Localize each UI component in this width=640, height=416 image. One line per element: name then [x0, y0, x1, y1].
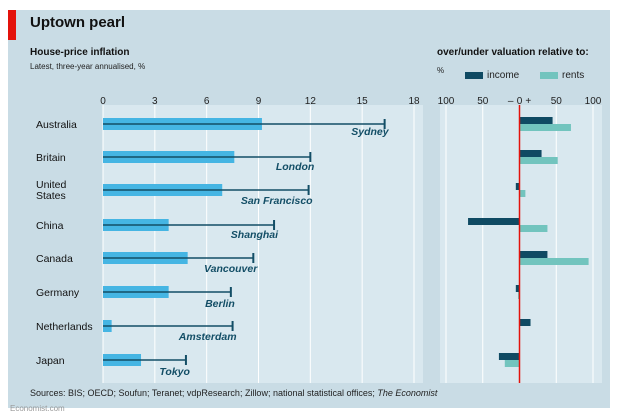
rents-bar [519, 124, 571, 131]
left-tick-label: 9 [256, 96, 262, 107]
city-label: Amsterdam [178, 331, 237, 343]
city-label: Berlin [205, 298, 235, 310]
sources-note: Sources: BIS; OECD; Soufun; Teranet; vdp… [30, 388, 437, 398]
left-tick-label: 12 [305, 96, 317, 107]
rents-bar [519, 258, 589, 265]
right-tick-label: 100 [438, 96, 455, 107]
legend-rents-label: rents [562, 70, 585, 81]
city-label: San Francisco [241, 195, 313, 207]
right-tick-label: 50 [551, 96, 563, 107]
category-label: Canada [36, 253, 73, 265]
left-tick-label: 15 [357, 96, 369, 107]
legend-income-swatch [465, 72, 483, 79]
left-tick-label: 0 [100, 96, 106, 107]
income-bar [519, 150, 542, 157]
category-label: Netherlands [36, 321, 93, 333]
legend-rents: rents [540, 70, 584, 81]
brand-accent-bar [8, 10, 16, 40]
legend-income-label: income [487, 70, 520, 81]
sources-publisher: The Economist [377, 388, 438, 398]
right-tick-label: + [525, 96, 531, 107]
rents-bar [519, 225, 548, 232]
city-label: Sydney [351, 126, 390, 138]
rents-bar [519, 190, 526, 197]
sources-text: Sources: BIS; OECD; Soufun; Teranet; vdp… [30, 388, 378, 398]
city-label: Vancouver [204, 263, 258, 275]
right-chart-unit: % [437, 66, 445, 75]
income-bar [519, 319, 531, 326]
chart-title: Uptown pearl [30, 14, 126, 31]
category-label: Germany [36, 287, 80, 299]
income-bar [519, 251, 548, 258]
legend-rents-swatch [540, 72, 558, 79]
right-chart-subtitle: over/under valuation relative to: [437, 47, 589, 58]
right-tick-label: – [508, 96, 514, 107]
category-label: Britain [36, 152, 66, 164]
city-label: London [276, 161, 314, 173]
site-footer: Economist.com [10, 404, 65, 413]
income-bar [515, 285, 520, 292]
rents-bar [504, 360, 520, 367]
left-plot-area [103, 105, 423, 383]
right-plot-area [440, 105, 602, 383]
legend-income: income [465, 70, 519, 81]
income-bar [498, 353, 520, 360]
left-tick-label: 18 [408, 96, 420, 107]
income-bar [468, 218, 520, 225]
category-label: United [36, 179, 67, 191]
income-bar [515, 183, 520, 190]
left-chart-note: Latest, three-year annualised, % [30, 62, 146, 71]
category-label: China [36, 220, 64, 232]
category-label: Australia [36, 119, 77, 131]
right-tick-label: 100 [585, 96, 602, 107]
city-label: Shanghai [231, 229, 279, 241]
left-chart-subtitle: House-price inflation [30, 47, 130, 58]
left-tick-label: 6 [204, 96, 210, 107]
rents-bar [519, 157, 558, 164]
right-tick-label: 0 [517, 96, 523, 107]
income-bar [519, 117, 553, 124]
left-tick-label: 3 [152, 96, 158, 107]
city-label: Tokyo [159, 366, 190, 378]
category-label: States [36, 190, 66, 202]
right-tick-label: 50 [477, 96, 489, 107]
category-label: Japan [36, 355, 65, 367]
